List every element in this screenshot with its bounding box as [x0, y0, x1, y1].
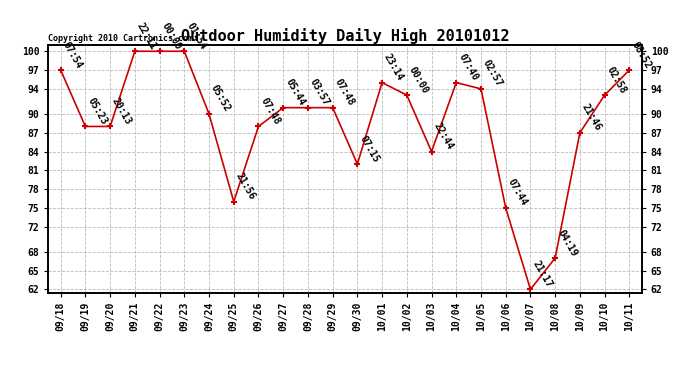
- Text: 07:48: 07:48: [259, 96, 282, 126]
- Text: 01:54: 01:54: [184, 21, 208, 51]
- Text: 21:56: 21:56: [234, 171, 257, 202]
- Text: 23:14: 23:14: [382, 52, 406, 82]
- Text: 07:48: 07:48: [333, 77, 356, 108]
- Text: 00:00: 00:00: [407, 64, 430, 95]
- Text: 07:44: 07:44: [506, 177, 529, 208]
- Text: 04:19: 04:19: [555, 228, 578, 258]
- Text: 05:52: 05:52: [209, 84, 233, 114]
- Text: 07:40: 07:40: [456, 52, 480, 82]
- Text: 21:46: 21:46: [580, 102, 603, 133]
- Text: 20:13: 20:13: [110, 96, 133, 126]
- Text: Copyright 2010 Cartronics.com: Copyright 2010 Cartronics.com: [48, 33, 193, 42]
- Text: 03:57: 03:57: [308, 77, 331, 108]
- Text: 02:58: 02:58: [604, 64, 628, 95]
- Text: 21:17: 21:17: [531, 259, 554, 290]
- Text: 08:52: 08:52: [629, 40, 653, 70]
- Text: 05:23: 05:23: [86, 96, 109, 126]
- Text: 07:15: 07:15: [357, 134, 381, 164]
- Text: 02:57: 02:57: [481, 58, 504, 89]
- Text: 22:44: 22:44: [431, 121, 455, 152]
- Text: 07:54: 07:54: [61, 40, 84, 70]
- Title: Outdoor Humidity Daily High 20101012: Outdoor Humidity Daily High 20101012: [181, 28, 509, 44]
- Text: 00:00: 00:00: [159, 21, 183, 51]
- Text: 05:44: 05:44: [283, 77, 306, 108]
- Text: 22:11: 22:11: [135, 21, 158, 51]
